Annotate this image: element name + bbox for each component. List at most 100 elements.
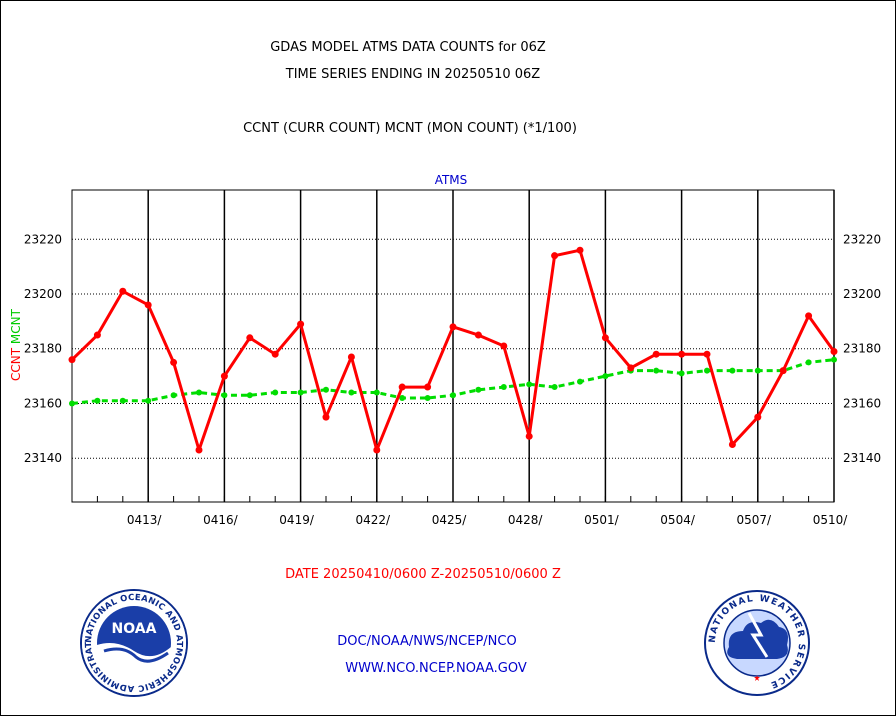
x-tick-label: 0419/ [279, 513, 315, 527]
data-point [119, 287, 127, 295]
website-link[interactable]: WWW.NCO.NCEP.NOAA.GOV [345, 661, 527, 676]
y-tick-labels-right: 23140 23160 23180 23200 23220 [843, 232, 881, 465]
noaa-logo-text: NOAA [112, 621, 157, 637]
x-tick-label: 0504/ [660, 513, 696, 527]
noaa-logo: NATIONAL OCEANIC AND ATMOSPHERIC ADMINIS… [80, 589, 188, 697]
data-point [347, 353, 355, 361]
data-point [373, 389, 380, 396]
data-point [424, 383, 432, 391]
data-point [144, 301, 152, 309]
y-tick-label: 23160 [24, 396, 62, 410]
data-point [831, 356, 837, 363]
data-point [805, 312, 813, 320]
y-axis-label: CCNT MCNT [9, 308, 23, 381]
data-point [551, 252, 559, 260]
title-line-1: GDAS MODEL ATMS DATA COUNTS for 06Z [270, 40, 546, 55]
y-tick-label: 23200 [24, 287, 62, 301]
title-line-2: TIME SERIES ENDING IN 20250510 06Z [285, 67, 541, 82]
data-point [449, 323, 457, 331]
data-point [704, 367, 710, 374]
x-tick-label: 0507/ [737, 513, 773, 527]
data-point [475, 386, 482, 393]
data-point [576, 246, 584, 254]
data-point [627, 364, 635, 372]
y-axis-label-mcnt: MCNT [9, 308, 23, 344]
data-point [272, 389, 279, 396]
y-tick-label: 23140 [843, 451, 881, 465]
y-tick-label: 23200 [843, 287, 881, 301]
data-point [779, 367, 787, 375]
x-tick-label: 0425/ [432, 513, 468, 527]
plot-area: 23140 23160 23180 23200 23220 23140 23160 2318… [24, 189, 881, 527]
data-point [68, 356, 76, 364]
data-point [170, 358, 178, 366]
data-point [678, 350, 686, 358]
date-range: DATE 20250410/0600 Z-20250510/0600 Z [285, 567, 561, 582]
data-point [196, 389, 202, 396]
y-tick-label: 23160 [843, 396, 881, 410]
x-tick-label: 0510/ [813, 513, 849, 527]
y-tick-label: 23180 [24, 342, 62, 356]
data-point [500, 384, 507, 391]
data-point [577, 378, 583, 385]
x-tick-labels: 0413/0416/0419/0422/0425/0428/0501/0504/… [127, 513, 848, 527]
data-point [678, 370, 685, 377]
y-tick-label: 23220 [843, 232, 881, 246]
data-point [424, 395, 431, 401]
y-tick-label: 23220 [24, 232, 62, 246]
data-point [170, 392, 177, 399]
data-point [94, 397, 101, 404]
data-point [450, 392, 456, 399]
data-point [525, 432, 533, 440]
data-point [754, 367, 761, 374]
data-point [220, 372, 228, 380]
data-point [728, 441, 736, 449]
plot-title: ATMS [435, 173, 468, 187]
x-tick-label: 0413/ [127, 513, 163, 527]
data-point [297, 320, 305, 328]
data-point [652, 350, 660, 358]
data-point [399, 395, 406, 401]
data-point [729, 367, 736, 374]
nws-logo: NATIONAL WEATHER SERVICE [704, 590, 810, 696]
data-point [474, 331, 482, 339]
data-point [323, 386, 329, 393]
data-point [830, 347, 838, 355]
x-minor-ticks [71, 496, 835, 502]
data-point [703, 350, 711, 358]
data-point [145, 397, 152, 404]
data-point [221, 392, 228, 399]
data-point [398, 383, 406, 391]
y-tick-label: 23140 [24, 451, 62, 465]
data-point [271, 350, 279, 358]
y-tick-label: 23180 [843, 342, 881, 356]
x-tick-label: 0428/ [508, 513, 544, 527]
data-point [653, 367, 660, 374]
data-point [93, 331, 101, 339]
data-point [500, 342, 508, 350]
data-point [602, 373, 609, 380]
data-point [322, 413, 330, 421]
y-axis-label-ccnt: CCNT [9, 347, 23, 381]
y-tick-labels-left: 23140 23160 23180 23200 23220 [24, 232, 62, 465]
x-tick-label: 0501/ [584, 513, 620, 527]
x-tick-label: 0416/ [203, 513, 239, 527]
data-point [246, 392, 253, 399]
data-point [69, 400, 75, 407]
data-point [373, 446, 381, 454]
data-point [805, 359, 812, 366]
data-point [297, 389, 304, 396]
org-path-link[interactable]: DOC/NOAA/NWS/NCEP/NCO [337, 634, 516, 649]
plot-border [71, 189, 835, 503]
chart-subtitle: CCNT (CURR COUNT) MCNT (MON COUNT) (*1/1… [243, 121, 577, 136]
data-point [601, 334, 609, 342]
x-tick-label: 0422/ [356, 513, 392, 527]
data-point [119, 397, 126, 404]
series-ccnt [68, 246, 838, 454]
data-point [348, 389, 355, 396]
data-point [754, 413, 762, 421]
data-point [195, 446, 203, 454]
data-point [551, 384, 558, 391]
data-point [246, 334, 254, 342]
